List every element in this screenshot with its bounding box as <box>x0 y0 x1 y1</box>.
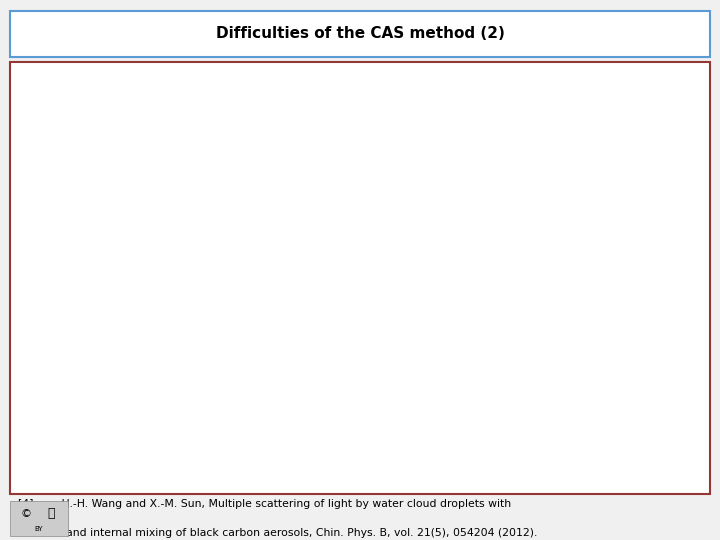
Text: BY: BY <box>35 526 43 532</box>
Text: “contaminated” droplet, one should use an: “contaminated” droplet, one should use a… <box>19 200 269 210</box>
Text: 2) Besides lack of monotonicity, the FWSCS-diameter diagram is also quite sensit: 2) Besides lack of monotonicity, the FWS… <box>19 74 538 84</box>
Text: Absorbing Inclusions, J. of the Atmospheric Sciences vol. 63, pp. 754-763 (2006): Absorbing Inclusions, J. of the Atmosphe… <box>19 331 460 341</box>
Text: ⓘ: ⓘ <box>48 508 55 521</box>
Text: Difficulties of the CAS method (2): Difficulties of the CAS method (2) <box>215 26 505 41</box>
Text: effective refraction index: effective refraction index <box>269 200 432 210</box>
Text: [2]        M. I. Mishchenko, L. Liu, B. Cairns, and D. W. Mackowski, Optics of w: [2] M. I. Mishchenko, L. Liu, B. Cairns,… <box>19 359 489 369</box>
Text: [3]        L. Liu, M. I. Mishchenko, S. Menon, A. Macke, and A. A. Lacis, The e￾: [3] L. Liu, M. I. Mishchenko, S. Menon, … <box>19 415 490 426</box>
Text: , which is usually larger: , which is usually larger <box>432 200 567 210</box>
Text: droplets mixed with black-carbon aerosols, Optics Lett., vol. 39(9), pp. 2607-26: droplets mixed with black-carbon aerosol… <box>19 387 508 397</box>
Text: [1]        C. Erlick, Effective Refractive Indices of Water and Sulfate Drops Co: [1] C. Erlick, Effective Refractive Indi… <box>19 303 475 313</box>
Text: external and internal mixing of black carbon aerosols, Chin. Phys. B, vol. 21(5): external and internal mixing of black ca… <box>19 528 538 538</box>
Text: (in both its real and imaginary parts) than the one of pure water [1-4]. Consequ: (in both its real and imaginary parts) t… <box>19 232 528 241</box>
Text: [4]        H.-H. Wang and X.-M. Sun, Multiple scattering of light by water cloud: [4] H.-H. Wang and X.-M. Sun, Multiple s… <box>19 500 512 510</box>
Text: incorporating or by dissolving them (or even both). To describe optically such a: incorporating or by dissolving them (or … <box>19 168 472 178</box>
Text: FWSCS of a “contaminated” droplet should be different than that of the pure wate: FWSCS of a “contaminated” droplet should… <box>19 263 496 273</box>
Text: carbon on scattering and absorption of solar radiation by cloud droplets, J. of : carbon on scattering and absorption of s… <box>19 443 510 454</box>
Text: It is known that real cloud droplets may be “contaminated” by aerosol particles,: It is known that real cloud droplets may… <box>19 137 531 147</box>
Text: Spectroscopy & Radiative Transfer, vol. 74, pp. 195–204 (2002).: Spectroscopy & Radiative Transfer, vol. … <box>19 471 367 482</box>
Text: ©: © <box>21 509 32 519</box>
Text: values of both the real and imaginary parts of the refraction index.: values of both the real and imaginary pa… <box>19 105 401 116</box>
